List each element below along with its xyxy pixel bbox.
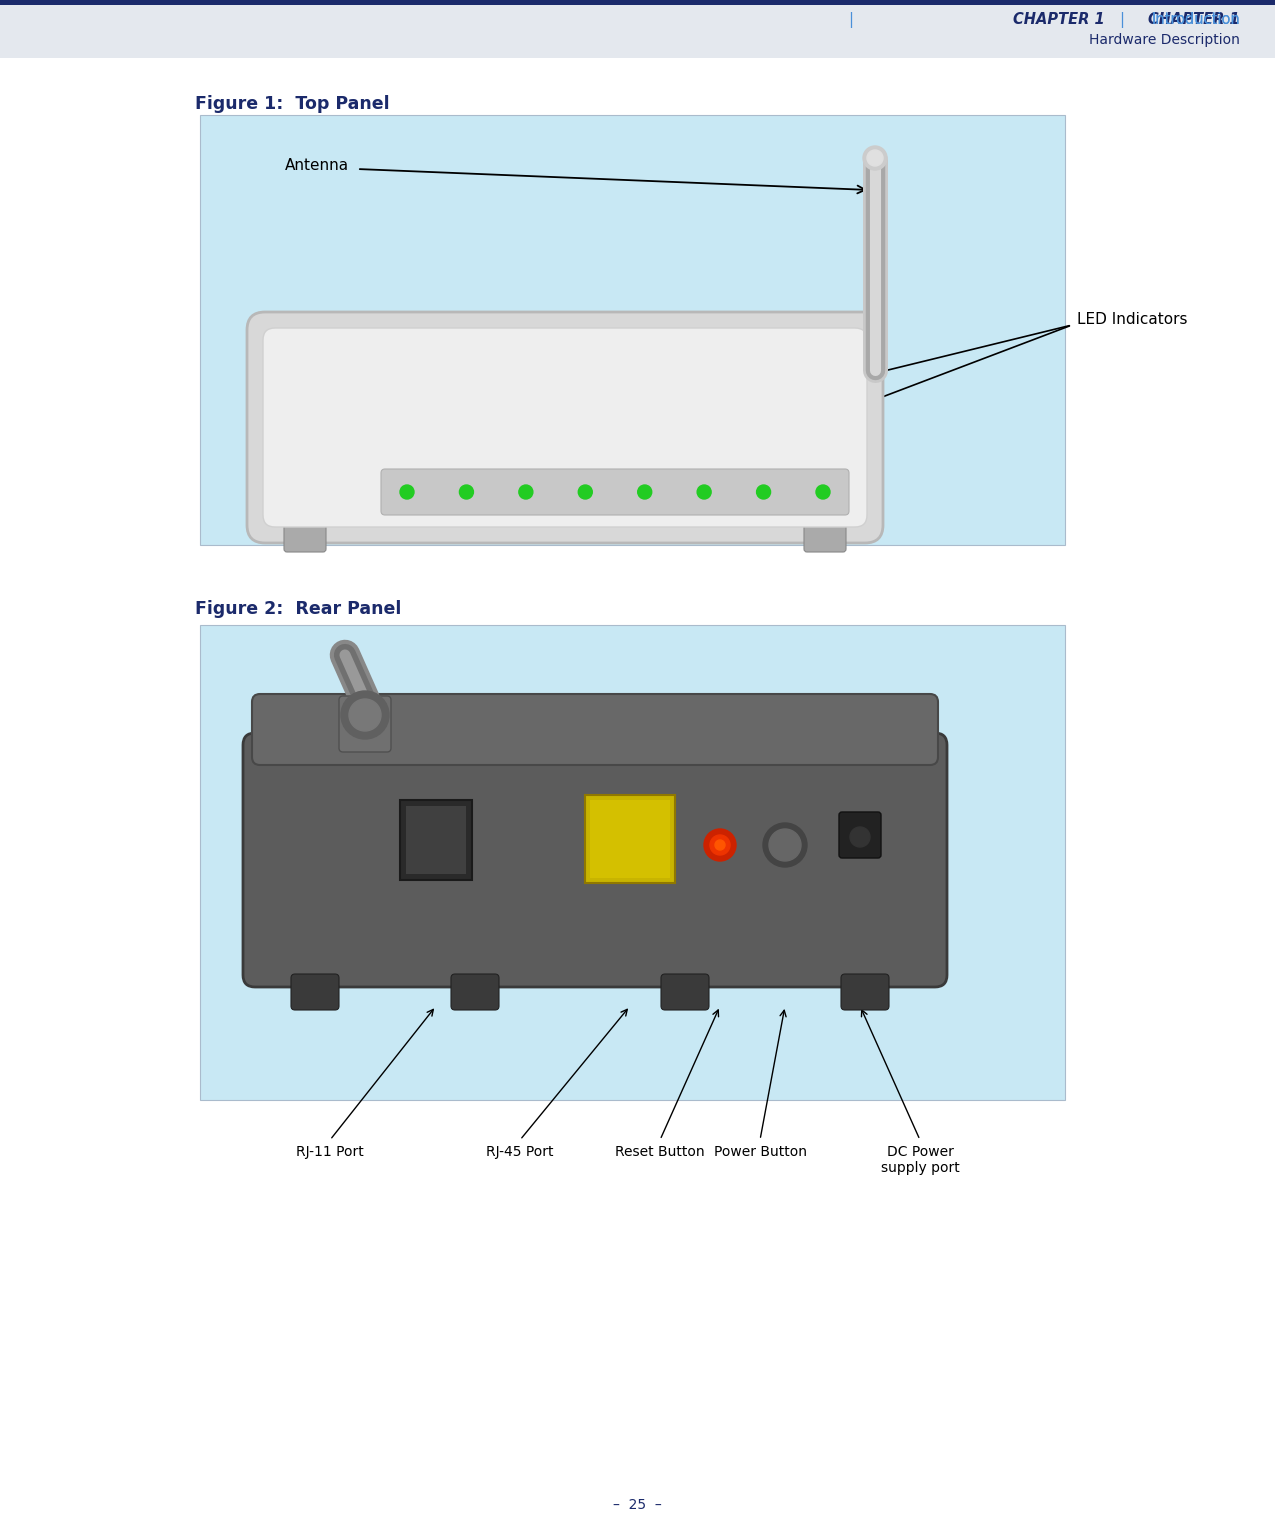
FancyBboxPatch shape <box>291 974 339 1010</box>
Text: RJ-45 Port: RJ-45 Port <box>486 1144 553 1160</box>
Bar <box>585 795 674 882</box>
Text: –  25  –: – 25 – <box>613 1498 662 1512</box>
Text: LED Indicators: LED Indicators <box>1077 313 1187 328</box>
FancyBboxPatch shape <box>451 974 499 1010</box>
FancyBboxPatch shape <box>247 313 884 542</box>
FancyBboxPatch shape <box>244 732 947 987</box>
Circle shape <box>519 486 533 499</box>
Circle shape <box>850 827 870 847</box>
FancyBboxPatch shape <box>381 469 849 515</box>
FancyBboxPatch shape <box>252 694 938 764</box>
FancyBboxPatch shape <box>839 812 881 858</box>
Text: Power Button: Power Button <box>714 1144 807 1160</box>
Circle shape <box>710 835 731 855</box>
FancyBboxPatch shape <box>660 974 709 1010</box>
Text: Figure 2:  Rear Panel: Figure 2: Rear Panel <box>195 601 402 617</box>
Text: Hardware Description: Hardware Description <box>1089 34 1241 47</box>
Bar <box>200 625 1065 1100</box>
FancyBboxPatch shape <box>284 524 326 552</box>
Text: CHAPTER 1: CHAPTER 1 <box>1149 12 1241 28</box>
FancyBboxPatch shape <box>263 328 867 527</box>
Text: |: | <box>848 12 853 28</box>
Bar <box>200 115 1065 545</box>
Circle shape <box>579 486 593 499</box>
Circle shape <box>715 840 725 850</box>
Circle shape <box>756 486 770 499</box>
Circle shape <box>704 829 736 861</box>
Bar <box>590 800 669 878</box>
Circle shape <box>816 486 830 499</box>
Circle shape <box>769 829 801 861</box>
FancyBboxPatch shape <box>805 524 847 552</box>
Circle shape <box>638 486 652 499</box>
Text: Figure 1:  Top Panel: Figure 1: Top Panel <box>195 95 390 113</box>
Circle shape <box>762 823 807 867</box>
Bar <box>0 0 1275 5</box>
Text: |: | <box>1119 12 1125 28</box>
Text: Reset Button: Reset Button <box>615 1144 705 1160</box>
Circle shape <box>863 146 887 170</box>
Circle shape <box>340 691 389 738</box>
Text: CHAPTER 1: CHAPTER 1 <box>1014 12 1105 28</box>
Text: DC Power
supply port: DC Power supply port <box>881 1144 959 1175</box>
FancyBboxPatch shape <box>842 974 889 1010</box>
Circle shape <box>697 486 711 499</box>
Text: Introduction: Introduction <box>1151 12 1241 28</box>
Bar <box>400 800 472 879</box>
Bar <box>405 806 465 873</box>
Text: RJ-11 Port: RJ-11 Port <box>296 1144 363 1160</box>
Text: Introduction: Introduction <box>1151 12 1241 28</box>
Text: Antenna: Antenna <box>286 158 349 173</box>
Circle shape <box>867 150 884 165</box>
Bar <box>0 0 1275 58</box>
FancyBboxPatch shape <box>339 696 391 752</box>
Circle shape <box>349 699 381 731</box>
Circle shape <box>400 486 414 499</box>
Circle shape <box>459 486 473 499</box>
